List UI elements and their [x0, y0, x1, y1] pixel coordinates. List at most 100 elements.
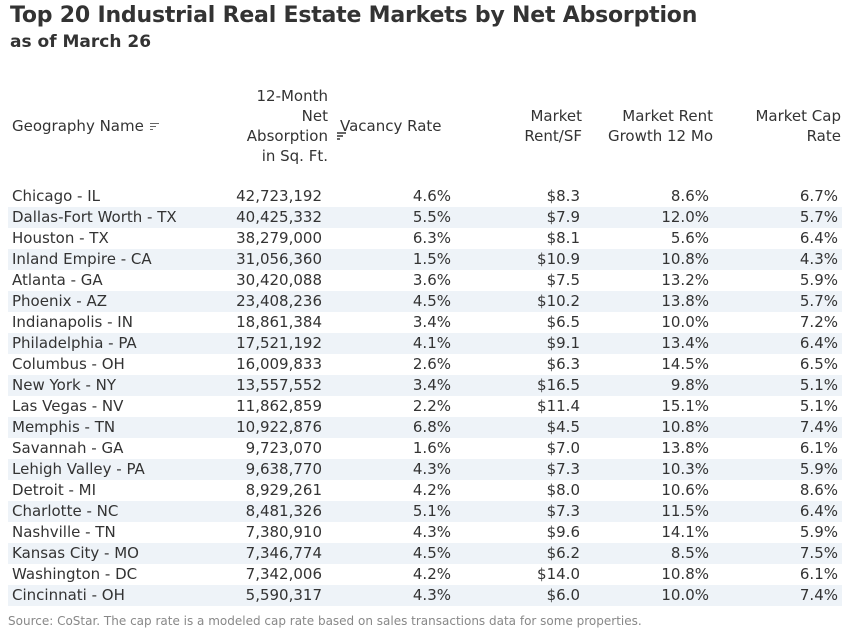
cell-absorption: 30,420,088: [236, 271, 322, 289]
cell-vacancy: 4.3%: [412, 460, 451, 478]
cell-absorption: 9,723,070: [245, 439, 322, 457]
source-note: Source: CoStar. The cap rate is a modele…: [8, 614, 642, 628]
table-row: Indianapolis - IN 18,861,384 3.4% $6.5 10.0%…: [8, 312, 842, 333]
cell-growth: 13.8%: [661, 439, 709, 457]
cell-geography: Charlotte - NC: [12, 502, 119, 520]
cell-vacancy: 4.3%: [412, 523, 451, 541]
sort-icon[interactable]: [337, 132, 346, 140]
sort-icon[interactable]: [149, 122, 159, 131]
cell-vacancy: 4.3%: [412, 586, 451, 604]
cell-absorption: 7,346,774: [245, 544, 322, 562]
cell-vacancy: 6.3%: [412, 229, 451, 247]
cell-rent: $7.5: [546, 271, 580, 289]
cell-rent: $8.0: [546, 481, 580, 499]
cell-vacancy: 4.2%: [412, 565, 451, 583]
cell-vacancy: 4.1%: [412, 334, 451, 352]
cell-rent: $10.2: [537, 292, 580, 310]
table-row: Lehigh Valley - PA 9,638,770 4.3% $7.3 10.3%…: [8, 459, 842, 480]
table-row: Chicago - IL 42,723,192 4.6% $8.3 8.6% 6.7%: [8, 186, 842, 207]
cell-absorption: 31,056,360: [236, 250, 322, 268]
table-row: New York - NY 13,557,552 3.4% $16.5 9.8% 5.1%: [8, 375, 842, 396]
cell-absorption: 38,279,000: [236, 229, 322, 247]
table-row: Atlanta - GA 30,420,088 3.6% $7.5 13.2% 5.9%: [8, 270, 842, 291]
table-row: Charlotte - NC 8,481,326 5.1% $7.3 11.5% 6.4%: [8, 501, 842, 522]
cell-vacancy: 4.5%: [412, 544, 451, 562]
cell-growth: 12.0%: [661, 208, 709, 226]
cell-cap: 5.7%: [799, 292, 838, 310]
cell-growth: 10.8%: [661, 250, 709, 268]
cell-absorption: 17,521,192: [236, 334, 322, 352]
cell-geography: Lehigh Valley - PA: [12, 460, 145, 478]
table-row: Inland Empire - CA 31,056,360 1.5% $10.9 10.…: [8, 249, 842, 270]
cell-rent: $7.3: [546, 460, 580, 478]
cell-growth: 10.8%: [661, 418, 709, 436]
cell-geography: Memphis - TN: [12, 418, 116, 436]
header-vacancy[interactable]: Vacancy Rate: [340, 117, 442, 135]
cell-growth: 9.8%: [670, 376, 709, 394]
cell-absorption: 9,638,770: [245, 460, 322, 478]
cell-absorption: 42,723,192: [236, 187, 322, 205]
cell-cap: 8.6%: [799, 481, 838, 499]
cell-vacancy: 5.5%: [412, 208, 451, 226]
cell-geography: Indianapolis - IN: [12, 313, 133, 331]
cell-cap: 5.9%: [799, 271, 838, 289]
table-row: Houston - TX 38,279,000 6.3% $8.1 5.6% 6.4%: [8, 228, 842, 249]
cell-geography: Las Vegas - NV: [12, 397, 124, 415]
table-row: Phoenix - AZ 23,408,236 4.5% $10.2 13.8% 5.7%: [8, 291, 842, 312]
cell-growth: 8.5%: [670, 544, 709, 562]
header-geography[interactable]: Geography Name: [12, 116, 159, 136]
cell-cap: 4.3%: [799, 250, 838, 268]
cell-cap: 7.4%: [799, 418, 838, 436]
cell-rent: $7.3: [546, 502, 580, 520]
cell-cap: 6.1%: [799, 565, 838, 583]
cell-absorption: 11,862,859: [236, 397, 322, 415]
table-row: Washington - DC 7,342,006 4.2% $14.0 10.8% 6.…: [8, 564, 842, 585]
cell-vacancy: 4.2%: [412, 481, 451, 499]
table-row: Dallas-Fort Worth - TX 40,425,332 5.5% $7.9…: [8, 207, 842, 228]
cell-absorption: 7,342,006: [245, 565, 322, 583]
cell-growth: 10.3%: [661, 460, 709, 478]
cell-vacancy: 6.8%: [412, 418, 451, 436]
cell-geography: Chicago - IL: [12, 187, 101, 205]
cell-cap: 6.4%: [799, 229, 838, 247]
cell-cap: 5.9%: [799, 523, 838, 541]
cell-geography: Columbus - OH: [12, 355, 125, 373]
header-absorption[interactable]: 12-Month Net Absorption in Sq. Ft.: [208, 86, 346, 166]
header-cap[interactable]: Market Cap Rate: [755, 107, 841, 145]
cell-geography: Nashville - TN: [12, 523, 116, 541]
cell-absorption: 8,481,326: [245, 502, 322, 520]
table-row: Kansas City - MO 7,346,774 4.5% $6.2 8.5% 7.5…: [8, 543, 842, 564]
cell-geography: Houston - TX: [12, 229, 109, 247]
cell-vacancy: 3.6%: [412, 271, 451, 289]
table-row: Memphis - TN 10,922,876 6.8% $4.5 10.8% 7.4%: [8, 417, 842, 438]
table-row: Cincinnati - OH 5,590,317 4.3% $6.0 10.0% 7.4…: [8, 585, 842, 606]
table-row: Savannah - GA 9,723,070 1.6% $7.0 13.8% 6.1%: [8, 438, 842, 459]
table-row: Detroit - MI 8,929,261 4.2% $8.0 10.6% 8.6%: [8, 480, 842, 501]
cell-growth: 8.6%: [670, 187, 709, 205]
cell-vacancy: 3.4%: [412, 376, 451, 394]
cell-geography: Washington - DC: [12, 565, 138, 583]
cell-growth: 15.1%: [661, 397, 709, 415]
table-row: Philadelphia - PA 17,521,192 4.1% $9.1 13.4%…: [8, 333, 842, 354]
cell-cap: 6.1%: [799, 439, 838, 457]
cell-geography: Savannah - GA: [12, 439, 124, 457]
cell-geography: Cincinnati - OH: [12, 586, 125, 604]
cell-growth: 10.0%: [661, 586, 709, 604]
cell-absorption: 16,009,833: [236, 355, 322, 373]
cell-growth: 11.5%: [661, 502, 709, 520]
cell-cap: 7.4%: [799, 586, 838, 604]
cell-growth: 10.6%: [661, 481, 709, 499]
cell-absorption: 23,408,236: [236, 292, 322, 310]
header-growth[interactable]: Market Rent Growth 12 Mo: [607, 107, 713, 145]
cell-geography: Philadelphia - PA: [12, 334, 137, 352]
cell-cap: 7.5%: [799, 544, 838, 562]
table-row: Nashville - TN 7,380,910 4.3% $9.6 14.1% 5.9%: [8, 522, 842, 543]
cell-rent: $8.3: [546, 187, 580, 205]
cell-rent: $16.5: [537, 376, 580, 394]
page-title: Top 20 Industrial Real Estate Markets by…: [10, 3, 698, 28]
cell-cap: 6.5%: [799, 355, 838, 373]
cell-cap: 5.7%: [799, 208, 838, 226]
cell-absorption: 5,590,317: [245, 586, 322, 604]
header-rent[interactable]: Market Rent/SF: [524, 107, 582, 145]
cell-growth: 10.0%: [661, 313, 709, 331]
